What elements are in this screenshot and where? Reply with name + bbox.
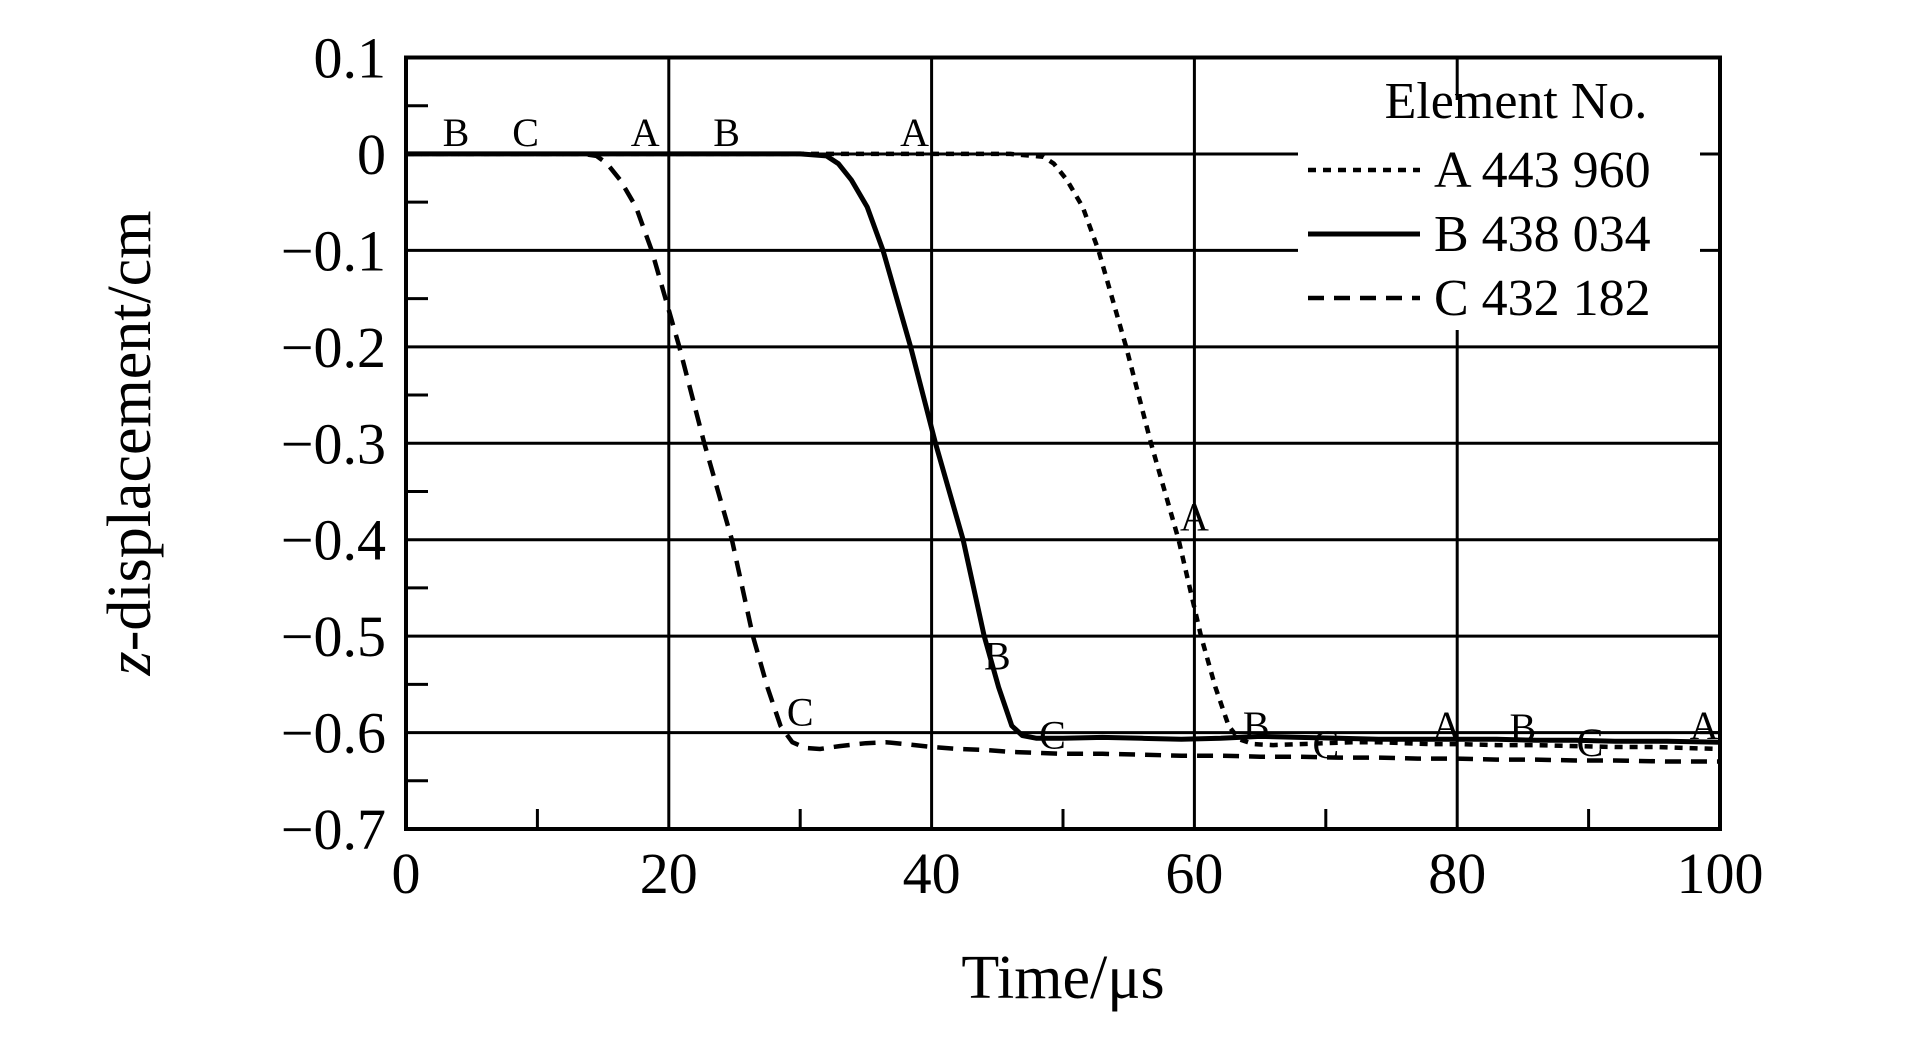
y-axis-title: z-displacement/cm xyxy=(96,211,164,677)
plot-frame xyxy=(404,55,1722,831)
y-tick-label: −0.6 xyxy=(281,701,386,766)
x-axis-title: Time/μs xyxy=(961,944,1164,1012)
y-tick-label: −0.5 xyxy=(281,604,386,669)
legend: Element No. A 443 960 B 438 034 C 432 18… xyxy=(1308,73,1651,327)
x-tick-label: 40 xyxy=(903,841,961,906)
y-axis-title-italic-part: z xyxy=(96,651,164,676)
x-tick-label: 100 xyxy=(1677,841,1764,906)
legend-entry-label-c: C 432 182 xyxy=(1434,270,1651,327)
curve-letter-c: C xyxy=(1039,712,1066,757)
data-curves xyxy=(406,151,1721,764)
curve-letter-b: B xyxy=(713,110,740,155)
curve-letter-b: B xyxy=(1243,703,1270,748)
y-axis-title-rest: -displacement/cm xyxy=(96,211,164,652)
y-tick-label: 0 xyxy=(357,122,386,187)
x-tick-label: 80 xyxy=(1428,841,1486,906)
curve-letter-b: B xyxy=(984,633,1011,678)
curve-letter-a: A xyxy=(1432,703,1461,748)
x-tick-label: 60 xyxy=(1165,841,1223,906)
curve-letter-b: B xyxy=(1510,705,1537,750)
curve-letter-c: C xyxy=(787,689,814,734)
x-tick-labels: 0 20 40 60 80 100 xyxy=(392,841,1764,906)
legend-entry-c: C 432 182 xyxy=(1308,270,1651,327)
y-tick-label: −0.7 xyxy=(281,797,386,862)
y-tick-label: −0.4 xyxy=(281,508,386,573)
curve-letter-a: A xyxy=(1690,703,1719,748)
curve-letter-c: C xyxy=(512,110,539,155)
legend-title: Element No. xyxy=(1385,73,1648,130)
legend-entry-label-a: A 443 960 xyxy=(1434,142,1651,199)
axis-ticks xyxy=(406,104,1720,829)
x-tick-label: 0 xyxy=(392,841,421,906)
x-tick-label: 20 xyxy=(640,841,698,906)
legend-entry-b: B 438 034 xyxy=(1308,206,1651,263)
curve-C xyxy=(406,151,1720,764)
curve-letter-a: A xyxy=(1180,495,1209,540)
y-tick-label: −0.2 xyxy=(281,315,386,380)
curve-letter-a: A xyxy=(631,110,660,155)
legend-entry-label-b: B 438 034 xyxy=(1434,206,1651,263)
curve-A xyxy=(406,151,1721,752)
y-tick-label: −0.1 xyxy=(281,218,386,283)
curve-letter-c: C xyxy=(1312,722,1339,767)
curve-letter-b: B xyxy=(443,110,470,155)
y-tick-label: 0.1 xyxy=(314,26,387,91)
curve-B xyxy=(406,151,1721,745)
y-tick-label: −0.3 xyxy=(281,411,386,476)
y-tick-labels: 0.1 0 −0.1 −0.2 −0.3 −0.4 −0.5 −0.6 −0.7 xyxy=(281,26,386,863)
curve-letter-c: C xyxy=(1577,720,1604,765)
curve-letter-a: A xyxy=(900,110,929,155)
legend-entry-a: A 443 960 xyxy=(1308,142,1651,199)
